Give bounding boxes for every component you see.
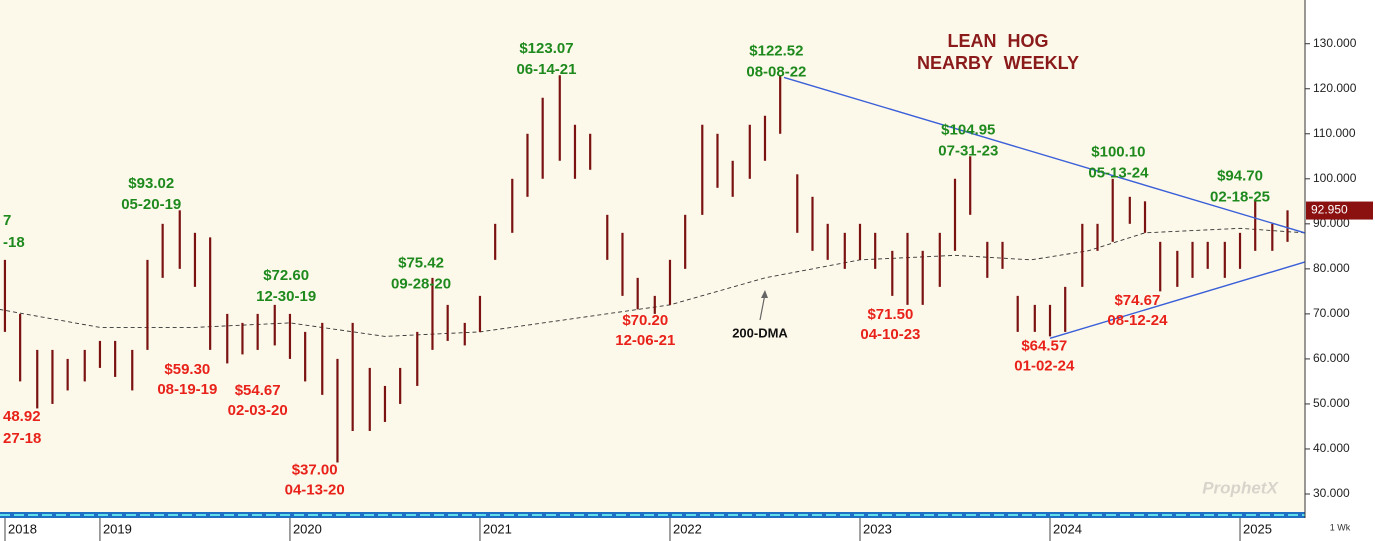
y-tick-label: 130.000 xyxy=(1313,36,1357,50)
x-tick-label: 2018 xyxy=(8,521,37,536)
annotation-price: $37.00 xyxy=(292,461,338,478)
annotation-price: $94.70 xyxy=(1217,168,1263,185)
annotation-date: 07-31-23 xyxy=(938,142,998,159)
y-tick-label: 40.000 xyxy=(1313,441,1350,455)
y-tick-label: 30.000 xyxy=(1313,486,1350,500)
annotation-price: $123.07 xyxy=(519,40,573,57)
annotation-price: $104.95 xyxy=(941,121,995,138)
trendline xyxy=(1049,261,1305,340)
x-tick-label: 2019 xyxy=(103,521,132,536)
edge-label: -18 xyxy=(3,234,25,251)
last-price-label: 92.950 xyxy=(1311,203,1348,217)
interval-label: 1 Wk xyxy=(1330,522,1351,532)
annotation-price: $75.42 xyxy=(398,254,444,271)
annotation-date: 08-12-24 xyxy=(1107,312,1168,329)
ma-label: 200-DMA xyxy=(732,325,788,340)
watermark: ProphetX xyxy=(1202,478,1279,497)
annotation-price: $70.20 xyxy=(622,312,668,329)
annotation-price: $72.60 xyxy=(263,267,309,284)
annotation-date: 05-20-19 xyxy=(121,196,181,213)
x-tick-label: 2024 xyxy=(1053,521,1082,536)
y-tick-label: 60.000 xyxy=(1313,351,1350,365)
annotation-date: 08-08-22 xyxy=(746,63,806,80)
annotation-date: 12-30-19 xyxy=(256,288,316,305)
annotation-date: 02-03-20 xyxy=(228,402,288,419)
ma-arrowhead xyxy=(761,290,768,298)
edge-label: 7 xyxy=(3,212,11,229)
y-tick-label: 120.000 xyxy=(1313,81,1357,95)
annotation-date: 09-28-20 xyxy=(391,275,451,292)
annotation-date: 02-18-25 xyxy=(1210,189,1270,206)
annotation-price: $64.57 xyxy=(1021,337,1067,354)
annotation-price: $122.52 xyxy=(749,42,803,59)
chart-subtitle: NEARBY WEEKLY xyxy=(917,53,1079,73)
y-tick-label: 100.000 xyxy=(1313,171,1357,185)
y-tick-label: 50.000 xyxy=(1313,396,1350,410)
annotation-price: $59.30 xyxy=(164,361,210,378)
x-tick-label: 2020 xyxy=(293,521,322,536)
edge-label: 27-18 xyxy=(3,430,41,447)
x-tick-label: 2025 xyxy=(1243,521,1272,536)
x-tick-label: 2021 xyxy=(483,521,512,536)
x-tick-label: 2023 xyxy=(863,521,892,536)
annotation-date: 12-06-21 xyxy=(615,332,675,349)
edge-label: 48.92 xyxy=(3,408,41,425)
ma-arrow xyxy=(759,293,766,321)
y-tick-label: 110.000 xyxy=(1313,126,1356,140)
annotation-price: $71.50 xyxy=(867,306,913,323)
annotation-date: 04-10-23 xyxy=(860,326,920,343)
last-price-tag xyxy=(1306,201,1373,220)
annotation-date: 04-13-20 xyxy=(285,481,345,498)
y-tick-label: 80.000 xyxy=(1313,261,1350,275)
annotation-date: 08-19-19 xyxy=(157,381,217,398)
plot-background xyxy=(0,0,1305,512)
trendline xyxy=(783,76,1305,234)
y-tick-label: 70.000 xyxy=(1313,306,1350,320)
annotation-price: $93.02 xyxy=(128,175,174,192)
moving-average xyxy=(0,227,1305,337)
annotation-price: $100.10 xyxy=(1091,143,1145,160)
annotation-date: 05-13-24 xyxy=(1088,164,1149,181)
annotation-price: $74.67 xyxy=(1114,292,1160,309)
x-tick-label: 2022 xyxy=(673,521,702,536)
annotation-date: 06-14-21 xyxy=(516,61,576,78)
chart-title: LEAN HOG xyxy=(947,31,1048,51)
annotation-date: 01-02-24 xyxy=(1014,357,1075,374)
annotation-price: $54.67 xyxy=(235,382,281,399)
marks xyxy=(0,75,1305,463)
